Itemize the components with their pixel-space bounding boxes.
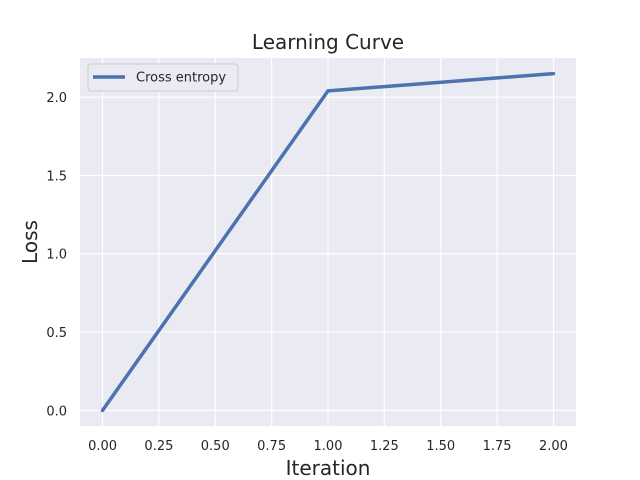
- y-axis-label: Loss: [18, 220, 42, 264]
- legend-box: [87, 63, 239, 92]
- x-tick-label: 1.75: [483, 439, 512, 454]
- x-tick-label: 2.00: [539, 439, 568, 454]
- x-tick-label: 1.00: [314, 439, 343, 454]
- y-tick-label: 1.0: [46, 248, 67, 263]
- y-tick-label: 0.5: [46, 326, 67, 341]
- y-tick-label: 2.0: [46, 91, 67, 106]
- y-tick-label: 0.0: [46, 404, 67, 419]
- chart-title: Learning Curve: [252, 30, 404, 54]
- x-tick-label: 0.50: [201, 439, 230, 454]
- y-tick-label: 1.5: [46, 169, 67, 184]
- x-tick-label: 0.75: [257, 439, 286, 454]
- series-line-cross-entropy: [100, 71, 556, 413]
- x-tick-label: 0.00: [88, 439, 117, 454]
- x-tick-label: 1.25: [370, 439, 399, 454]
- x-axis-label: Iteration: [286, 456, 371, 480]
- legend: Cross entropy: [87, 63, 239, 92]
- x-tick-label: 0.25: [144, 439, 173, 454]
- legend-label-cross-entropy: Cross entropy: [136, 71, 226, 86]
- series-layer: [100, 71, 556, 413]
- x-tick-label: 1.50: [426, 439, 455, 454]
- tick-labels: 0.00 0.25 0.50 0.75 1.00 1.25 1.50 1.75 2.00 0.0 0…: [46, 91, 568, 454]
- grid-lines: [80, 58, 576, 426]
